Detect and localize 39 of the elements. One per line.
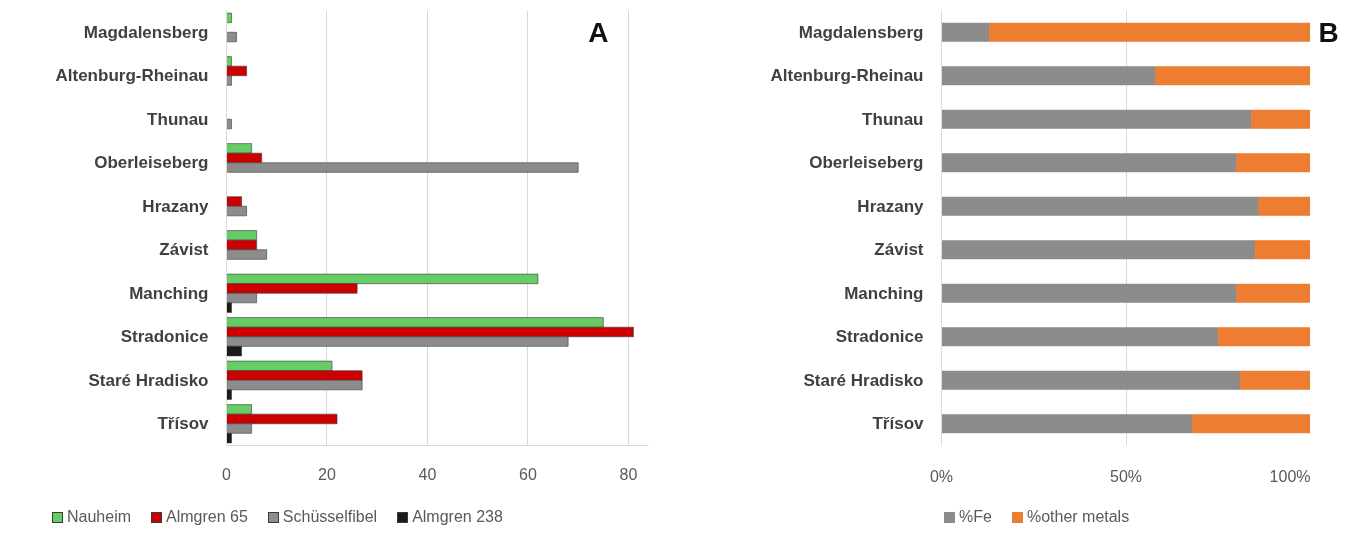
y-tick-label: Stradonice: [120, 327, 209, 347]
y-tick-label: Třísov: [872, 414, 925, 434]
annotation: A: [588, 16, 609, 48]
y-tick-label: Manching: [129, 283, 209, 303]
bar: [226, 118, 232, 130]
y-tick-label: Hrazany: [857, 196, 925, 216]
y-tick-label: Stradonice: [835, 327, 924, 347]
legend-label: %Fe: [959, 507, 992, 527]
y-tick-label: Thunau: [862, 109, 924, 129]
bar: [226, 31, 237, 43]
x-tick-label: 0: [222, 465, 232, 483]
x-tick-label: 100%: [1269, 467, 1311, 485]
x-tick-label: 0%: [929, 467, 954, 485]
x-tick-label: 50%: [1109, 467, 1143, 485]
y-tick-label: Thunau: [147, 109, 209, 129]
legend-label: Nauheim: [67, 507, 132, 527]
y-tick-label: Závist: [874, 240, 924, 260]
y-tick-label: Hrazany: [142, 196, 210, 216]
y-tick-label: Magdalensberg: [798, 22, 924, 42]
y-tick-label: Altenburg-Rheinau: [770, 66, 924, 86]
y-tick-label: Oberleiseberg: [94, 153, 209, 173]
legend-label: Almgren 65: [166, 507, 248, 527]
x-tick-label: 20: [318, 465, 336, 483]
y-tick-label: Manching: [844, 283, 924, 303]
x-tick-label: 60: [519, 465, 537, 483]
legend-label: Schüsselfibel: [282, 507, 378, 527]
x-tick-label: 40: [418, 465, 437, 483]
bar: [226, 12, 232, 23]
y-tick-label: Staré Hradisko: [803, 370, 924, 390]
y-tick-label: Magdalensberg: [83, 22, 209, 42]
x-tick-label: 80: [619, 465, 638, 483]
text: B: [1318, 16, 1339, 48]
legend-label: Almgren 238: [412, 507, 503, 527]
y-tick-label: Altenburg-Rheinau: [55, 66, 209, 86]
y-tick-label: Oberleiseberg: [809, 153, 924, 173]
y-tick-label: Závist: [159, 240, 209, 260]
y-tick-label: Třísov: [157, 414, 210, 434]
legend-label: %other metals: [1026, 507, 1130, 527]
y-tick-label: Staré Hradisko: [88, 370, 209, 390]
